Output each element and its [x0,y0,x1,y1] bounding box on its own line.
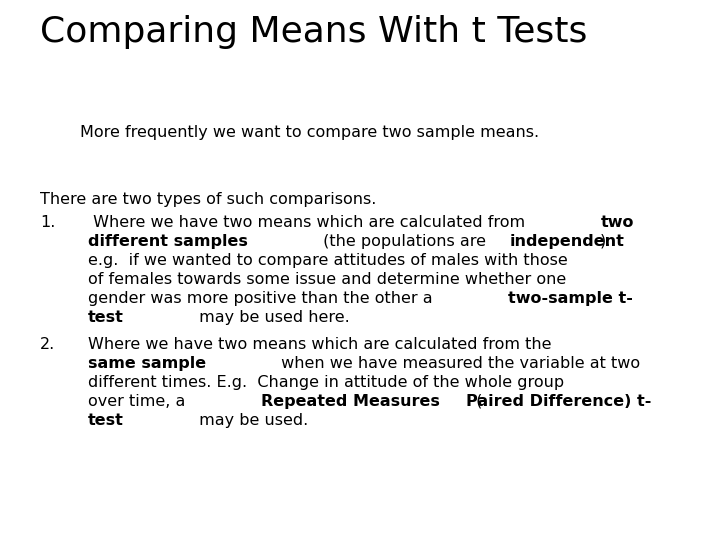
Text: two: two [600,215,634,230]
Text: gender was more positive than the other a: gender was more positive than the other … [88,291,438,306]
Text: There are two types of such comparisons.: There are two types of such comparisons. [40,192,377,207]
Text: test: test [88,310,124,325]
Text: ).: ). [600,234,611,249]
Text: same sample: same sample [88,356,206,371]
Text: may be used.: may be used. [194,413,308,428]
Text: Repeated Measures: Repeated Measures [261,394,440,409]
Text: 2.: 2. [40,337,55,352]
Text: e.g.  if we wanted to compare attitudes of males with those: e.g. if we wanted to compare attitudes o… [88,253,568,268]
Text: More frequently we want to compare two sample means.: More frequently we want to compare two s… [80,125,539,140]
Text: Where we have two means which are calculated from: Where we have two means which are calcul… [88,215,530,230]
Text: two-sample t-: two-sample t- [508,291,633,306]
Text: Comparing Means With t Tests: Comparing Means With t Tests [40,15,588,49]
Text: of females towards some issue and determine whether one: of females towards some issue and determ… [88,272,566,287]
Text: may be used here.: may be used here. [194,310,350,325]
Text: test: test [88,413,124,428]
Text: different times. E.g.  Change in attitude of the whole group: different times. E.g. Change in attitude… [88,375,564,390]
Text: independent: independent [510,234,624,249]
Text: over time, a: over time, a [88,394,191,409]
Text: 1.: 1. [40,215,55,230]
Text: Where we have two means which are calculated from the: Where we have two means which are calcul… [88,337,552,352]
Text: when we have measured the variable at two: when we have measured the variable at tw… [276,356,641,371]
Text: Paired Difference) t-: Paired Difference) t- [467,394,652,409]
Text: (the populations are: (the populations are [318,234,491,249]
Text: different samples: different samples [88,234,248,249]
Text: (: ( [471,394,482,409]
